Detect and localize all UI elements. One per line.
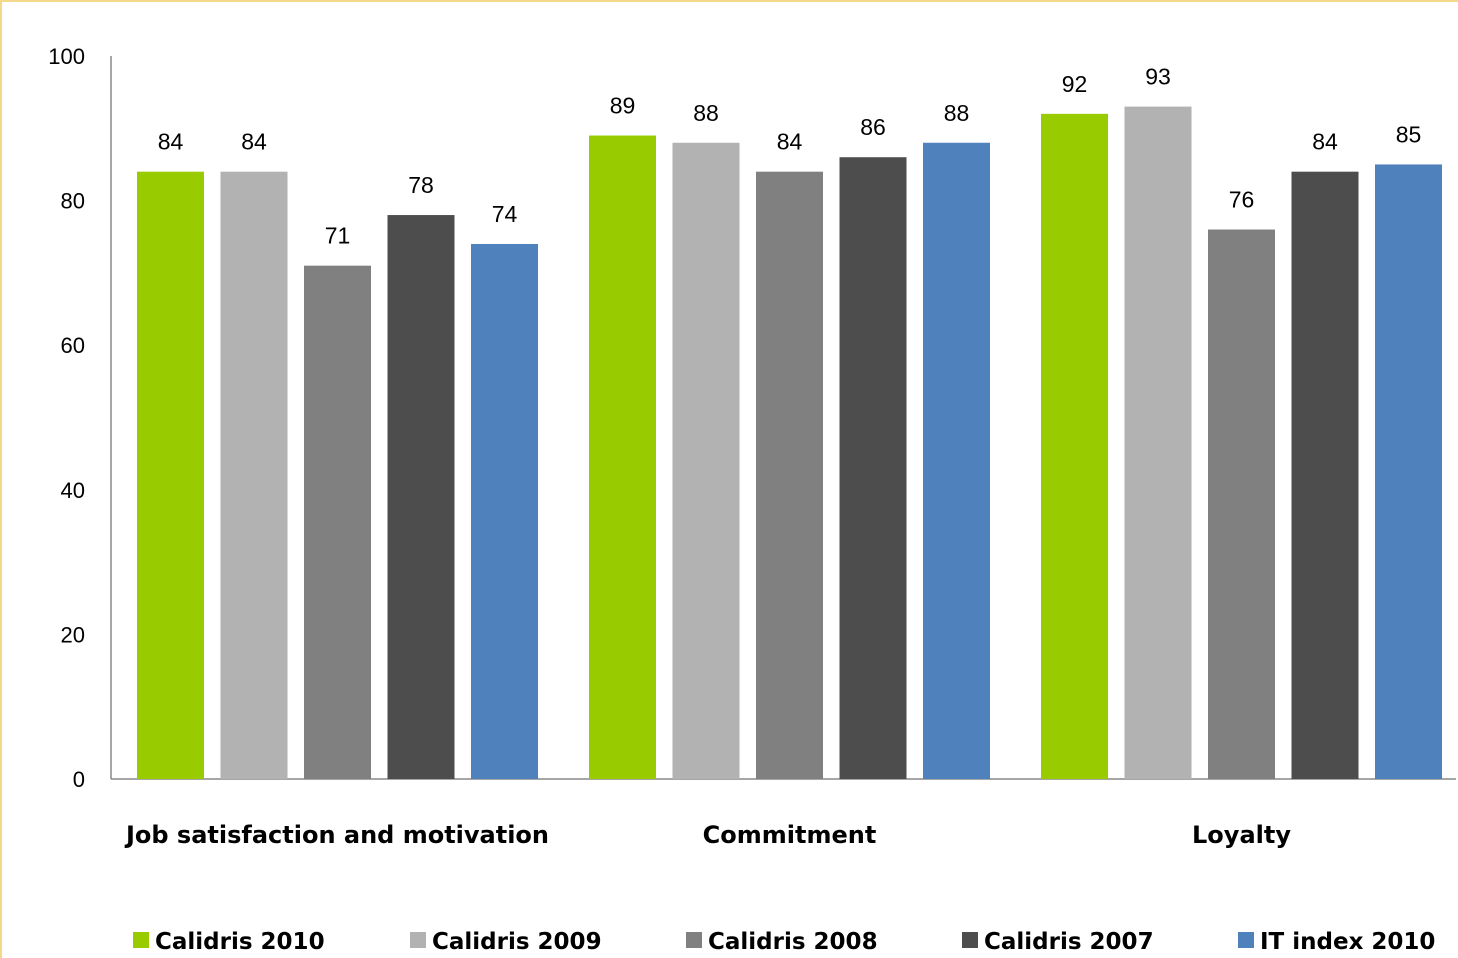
bar <box>1375 164 1442 779</box>
data-label: 89 <box>610 93 636 119</box>
data-label: 71 <box>325 223 351 249</box>
category-label: Commitment <box>703 821 877 849</box>
legend-label: Calidris 2008 <box>708 929 878 955</box>
data-label: 85 <box>1396 121 1422 147</box>
bar <box>923 142 990 779</box>
data-label: 74 <box>492 201 518 227</box>
data-label: 88 <box>693 100 719 126</box>
bar <box>1291 171 1359 779</box>
legend-label: Calidris 2009 <box>432 929 602 955</box>
y-tick-label: 80 <box>61 189 85 214</box>
bars <box>137 106 1442 780</box>
bar <box>137 171 204 779</box>
bar <box>1208 229 1275 779</box>
y-tick-label: 0 <box>73 767 85 792</box>
bar <box>839 157 907 780</box>
legend-swatch <box>962 932 978 948</box>
bar <box>1124 106 1192 780</box>
legend-swatch <box>410 932 426 948</box>
category-label: Loyalty <box>1192 821 1291 849</box>
data-label: 88 <box>944 100 970 126</box>
y-tick-label: 100 <box>48 44 85 69</box>
data-label: 84 <box>1312 129 1338 155</box>
data-label: 93 <box>1145 64 1171 90</box>
legend-label: Calidris 2007 <box>984 929 1154 955</box>
bar <box>387 215 455 779</box>
y-tick-label: 60 <box>61 333 85 358</box>
category-label: Job satisfaction and motivation <box>124 821 549 849</box>
legend-label: Calidris 2010 <box>155 929 325 955</box>
bar <box>589 135 656 779</box>
data-label: 84 <box>241 129 267 155</box>
category-labels: Job satisfaction and motivation Commitmen… <box>124 821 1291 849</box>
bar <box>672 142 740 779</box>
legend: Calidris 2010 Calidris 2009 Calidris 2008 C… <box>133 929 1435 955</box>
legend-swatch <box>1238 932 1254 948</box>
data-label: 86 <box>860 114 886 140</box>
bar <box>220 171 288 779</box>
data-labels: 84 84 71 78 74 89 88 84 86 88 92 93 76 84 85 <box>158 64 1422 249</box>
legend-swatch <box>133 932 149 948</box>
y-tick-labels: 0 20 40 60 80 100 <box>48 44 85 792</box>
data-label: 78 <box>408 172 434 198</box>
data-label: 84 <box>777 129 803 155</box>
bar <box>304 265 371 779</box>
bar <box>1041 113 1108 780</box>
legend-label: IT index 2010 <box>1260 929 1435 955</box>
data-label: 92 <box>1062 71 1088 97</box>
y-tick-label: 40 <box>61 478 85 503</box>
legend-swatch <box>686 932 702 948</box>
bar <box>471 243 538 780</box>
data-label: 76 <box>1229 187 1255 213</box>
y-tick-label: 20 <box>61 622 85 647</box>
data-label: 84 <box>158 129 184 155</box>
bar <box>756 171 823 779</box>
